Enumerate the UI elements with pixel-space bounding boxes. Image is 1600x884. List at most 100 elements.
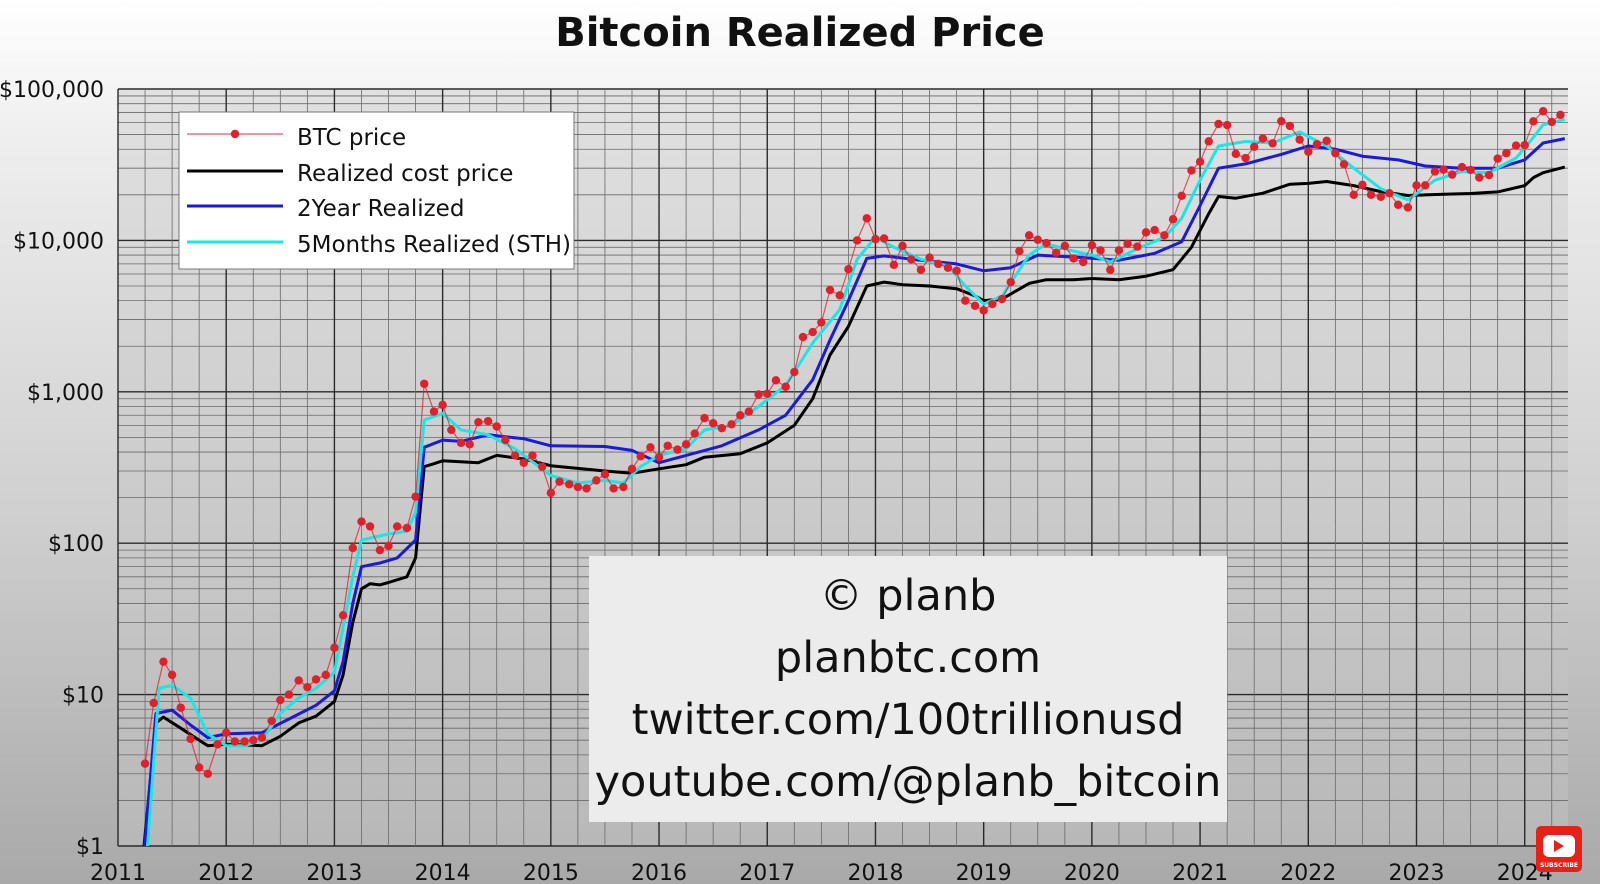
data-point-btc-price [708,419,718,428]
data-point-btc-price [1150,225,1159,235]
data-point-btc-price [1448,170,1457,179]
data-point-btc-price [852,236,862,245]
data-point-btc-price [303,682,312,692]
data-point-btc-price [348,543,358,553]
data-point-btc-price [1529,117,1538,126]
data-point-btc-price [501,435,510,445]
data-point-btc-price [1295,135,1304,144]
data-point-btc-price [1160,231,1169,240]
data-point-btc-price [294,676,303,685]
data-point-btc-price [311,675,321,684]
x-tick-label: 2021 [1172,861,1228,884]
data-point-btc-price [447,425,456,435]
data-point-btc-price [402,523,412,533]
x-tick-label: 2023 [1389,861,1445,884]
data-point-btc-price [1249,142,1259,152]
data-point-btc-price [1366,190,1376,200]
data-point-btc-price [871,234,880,244]
data-point-btc-price [176,703,185,712]
data-point-btc-price [1123,239,1132,248]
data-point-btc-price [257,733,267,742]
series-layer [140,107,1566,846]
data-point-btc-price [1268,139,1277,148]
data-point-btc-price [1051,248,1061,257]
subscribe-label: SUBSCRIBE [1540,862,1578,869]
data-point-btc-price [510,451,520,460]
data-point-btc-price [375,545,385,555]
data-point-btc-price [673,445,682,454]
data-point-btc-price [817,318,826,327]
data-point-btc-price [1403,203,1413,212]
data-point-btc-price [1312,139,1322,149]
data-point-btc-price [744,407,754,416]
data-point-btc-price [276,695,285,705]
data-point-btc-price [411,492,420,501]
data-point-btc-price [952,266,961,275]
series-line-realized-cost-price [142,165,1566,846]
data-point-btc-price [717,423,727,433]
data-point-btc-price [338,611,348,620]
data-point-btc-price [267,716,276,726]
data-point-btc-price [844,265,853,274]
data-point-btc-price [879,234,889,243]
data-point-btc-price [825,285,835,295]
legend-label-5months-realized: 5Months Realized (STH) [297,232,571,258]
x-tick-label: 2012 [198,861,254,884]
data-point-btc-price [492,422,501,431]
data-point-btc-price [384,541,393,551]
data-point-btc-price [943,263,953,272]
data-point-btc-price [573,482,583,492]
data-point-btc-price [1484,170,1494,180]
data-point-btc-price [1385,189,1394,198]
data-point-btc-price [1538,107,1548,116]
legend-marker-btc-price [230,129,240,139]
x-tick-label: 2016 [631,861,687,884]
credit-line-twitter: twitter.com/100trillionusd [632,695,1185,745]
legend-label-realized-cost-price: Realized cost price [297,161,513,187]
chart-title: Bitcoin Realized Price [555,10,1045,56]
data-point-btc-price [754,390,763,399]
data-point-btc-price [916,265,926,274]
data-point-btc-price [1322,136,1331,145]
data-point-btc-price [357,517,366,526]
data-point-btc-price [1420,181,1430,190]
data-point-btc-price [790,367,799,377]
data-point-btc-price [429,407,439,416]
data-point-btc-price [203,769,213,778]
y-tick-label: $100,000 [0,78,104,103]
data-point-btc-price [690,429,699,438]
data-point-btc-price [1114,246,1124,255]
data-point-btc-price [1520,140,1529,150]
data-point-btc-price [1042,238,1051,248]
y-tick-label: $1,000 [27,381,104,406]
data-point-btc-price [186,734,195,744]
data-point-btc-price [1430,167,1440,176]
data-point-btc-price [420,379,429,388]
data-point-btc-price [240,737,249,746]
data-point-btc-price [736,411,745,420]
data-point-btc-price [249,735,258,745]
data-point-btc-price [456,438,466,448]
x-tick-label: 2019 [956,861,1012,884]
data-point-btc-price [1033,235,1042,244]
series-line-2year-realized [143,137,1566,846]
data-point-btc-price [1079,257,1088,267]
data-point-btc-price [1106,265,1115,274]
data-point-btc-price [149,698,158,708]
y-tick-label: $10 [62,684,104,709]
data-point-btc-price [1231,149,1240,159]
data-point-btc-price [1439,165,1448,174]
data-point-btc-price [1133,242,1142,251]
data-point-btc-price [961,296,970,305]
data-point-btc-price [1096,246,1105,255]
x-tick-label: 2018 [847,861,903,884]
data-point-btc-price [1457,162,1467,172]
data-point-btc-price [1177,191,1186,201]
data-point-btc-price [592,476,601,485]
data-point-btc-price [1195,157,1205,166]
data-point-btc-price [582,484,591,493]
data-point-btc-price [1358,180,1367,189]
subscribe-button[interactable]: SUBSCRIBE [1536,826,1582,872]
credit-box-background [589,556,1227,822]
data-point-btc-price [1222,120,1232,130]
